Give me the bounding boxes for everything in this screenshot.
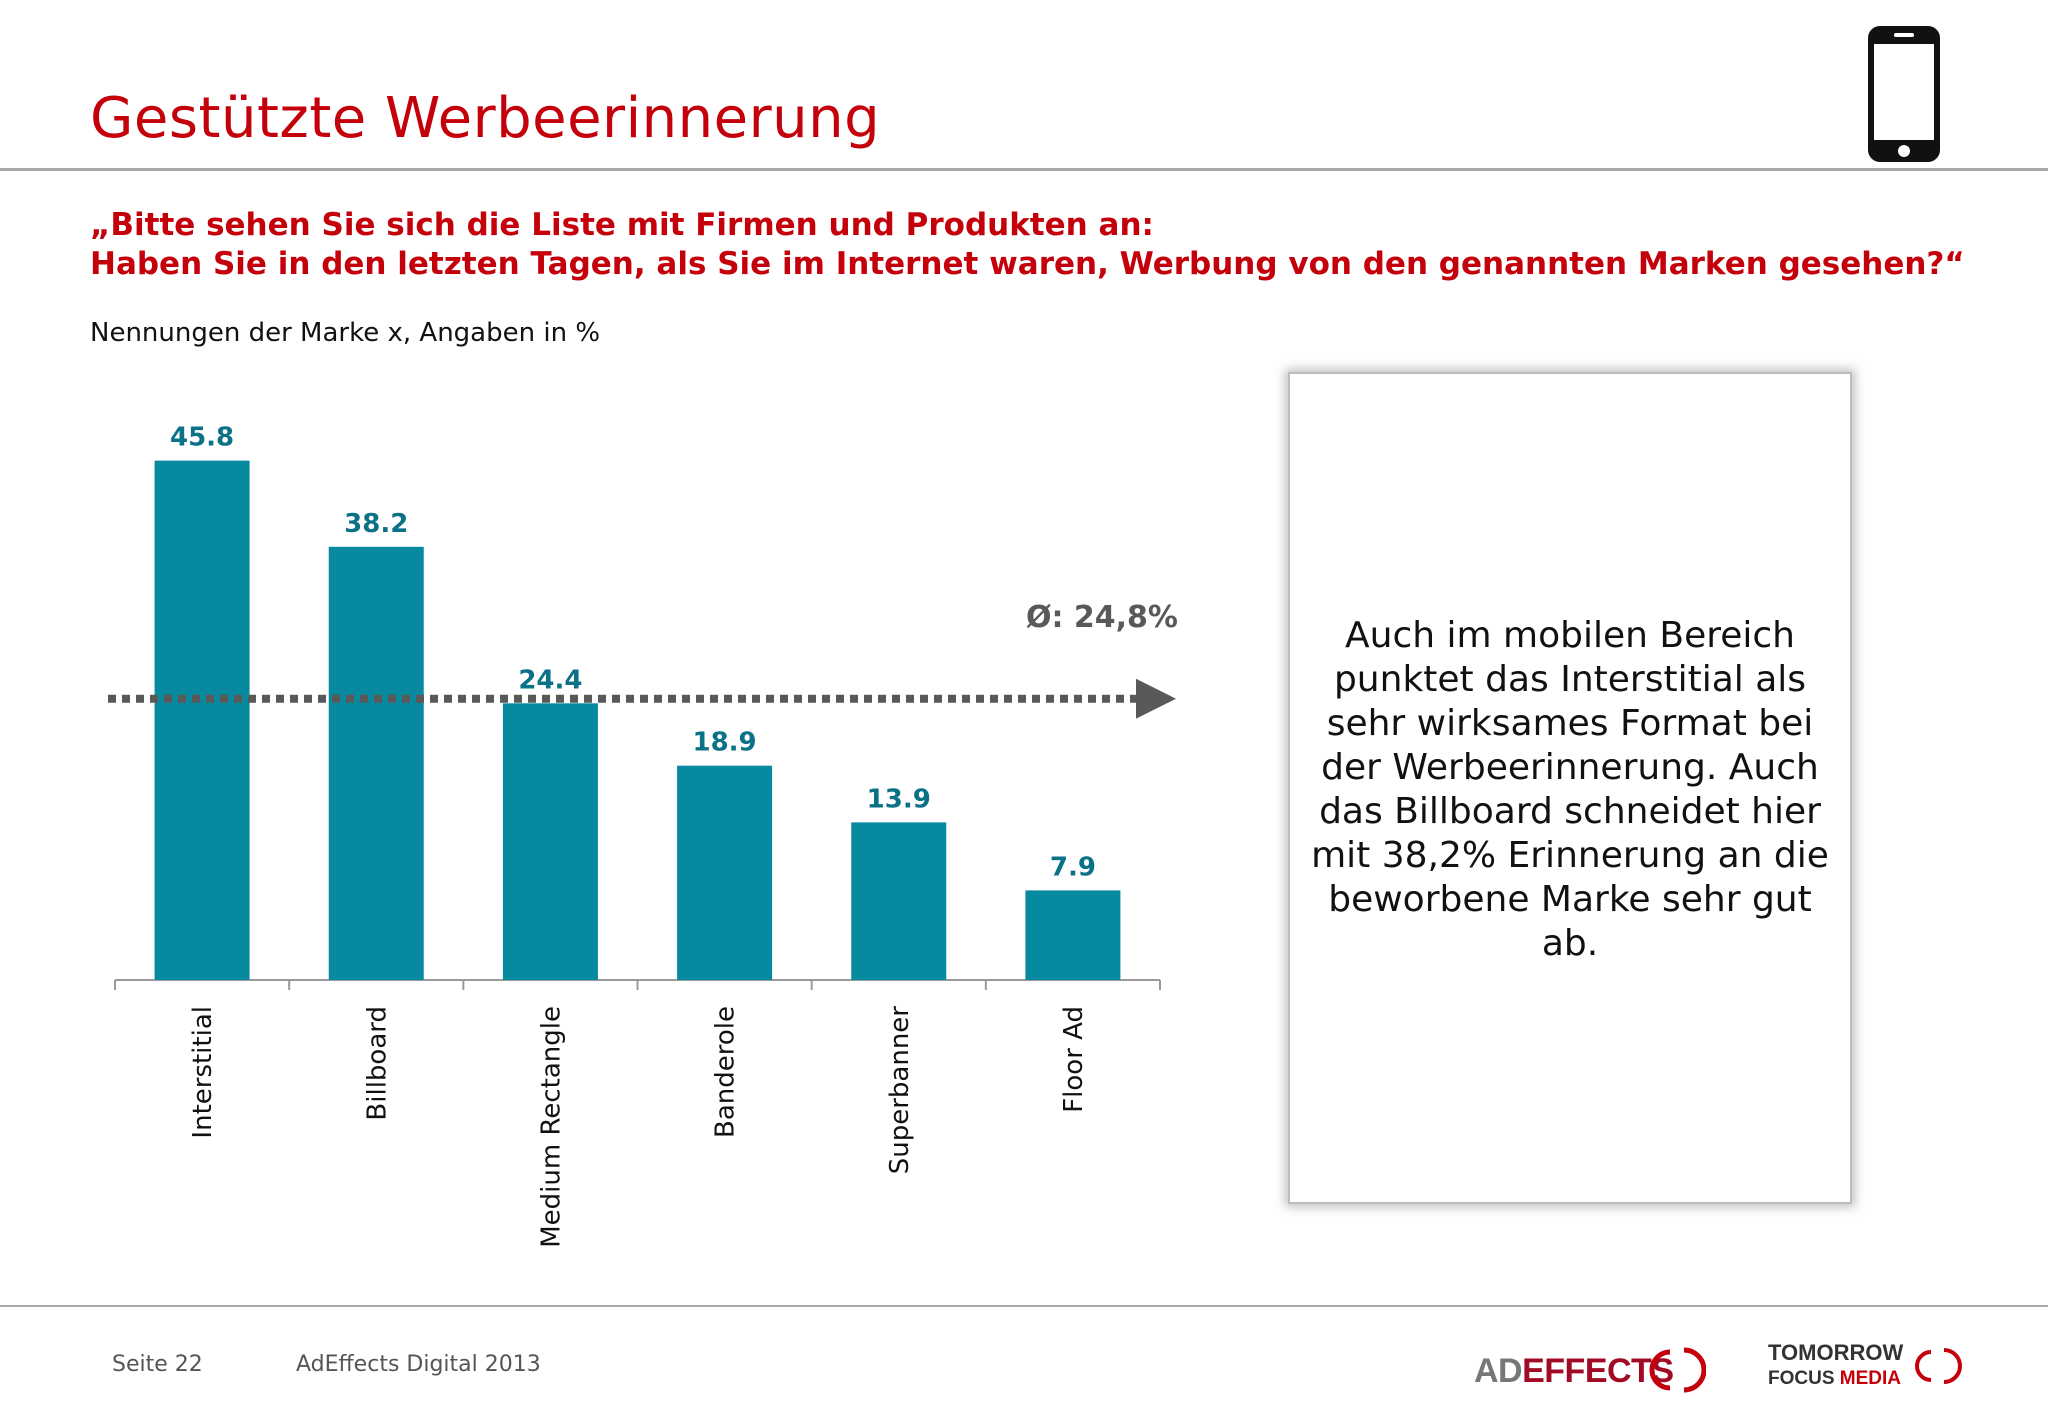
bar-value-label: 38.2	[344, 509, 408, 539]
bar-value-label: 7.9	[1050, 852, 1096, 882]
survey-question-line-2: Haben Sie in den letzten Tagen, als Sie …	[90, 246, 1965, 282]
category-tick-label: Floor Ad	[1059, 1006, 1089, 1113]
category-tick-label: Medium Rectangle	[536, 1006, 566, 1248]
bar-value-label: 13.9	[867, 784, 931, 814]
survey-question: „Bitte sehen Sie sich die Liste mit Firm…	[90, 206, 1965, 284]
insight-box: Auch im mobilen Bereich punktet das Inte…	[1288, 372, 1852, 1204]
chart-subtitle: Nennungen der Marke x, Angaben in %	[90, 318, 601, 348]
bar-value-label: 24.4	[518, 665, 582, 695]
category-tick-label: Interstitial	[188, 1006, 218, 1139]
bar	[328, 546, 424, 980]
category-tick-label: Billboard	[362, 1006, 392, 1121]
average-label: Ø: 24,8%	[1026, 600, 1178, 635]
bar-value-label: 18.9	[693, 728, 757, 758]
bar	[851, 822, 947, 980]
insight-text: Auch im mobilen Bereich punktet das Inte…	[1311, 615, 1829, 964]
survey-question-line-1: „Bitte sehen Sie sich die Liste mit Firm…	[90, 207, 1154, 243]
adeffects-logo: ADEFFECTS	[1474, 1347, 1706, 1393]
bar-value-label: 45.8	[170, 423, 234, 453]
category-tick-label: Superbanner	[885, 1006, 915, 1175]
header-divider	[0, 168, 2048, 171]
footer-page-number: Seite 22	[112, 1352, 203, 1377]
bar	[502, 703, 598, 980]
bar-chart: 45.8 Interstitial 38.2 Billboard 24.4 Medium …	[108, 423, 1178, 1248]
footer-source: AdEffects Digital 2013	[296, 1352, 541, 1377]
adeffects-logo-text: EFFECTS	[1522, 1352, 1673, 1390]
tomorrow-focus-media-logo: TOMORROW FOCUS MEDIA	[1768, 1340, 1962, 1389]
svg-text:ADEFFECTS: ADEFFECTS	[1474, 1352, 1674, 1390]
smartphone-icon	[1868, 26, 1940, 162]
footer-divider	[0, 1305, 2048, 1307]
bar	[154, 460, 250, 980]
page-title: Gestützte Werbeerinnerung	[90, 86, 881, 151]
svg-text:FOCUS MEDIA: FOCUS MEDIA	[1768, 1368, 1901, 1389]
category-tick-label: Banderole	[711, 1006, 741, 1138]
bar	[1025, 890, 1121, 980]
bar	[677, 765, 773, 980]
svg-text:TOMORROW: TOMORROW	[1768, 1340, 1903, 1365]
